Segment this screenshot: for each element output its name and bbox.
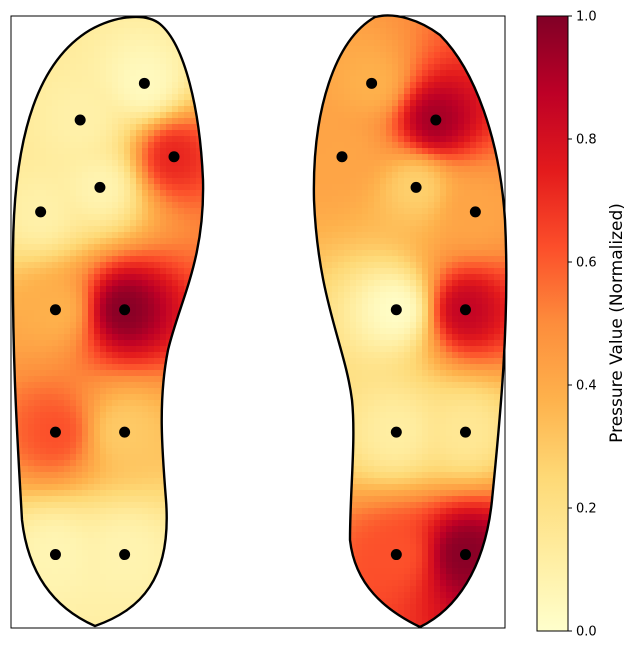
left-sensor-point-6 <box>49 304 61 316</box>
colorbar <box>536 15 569 632</box>
right-sensor-point-5 <box>469 206 481 218</box>
left-sensor-point-5 <box>35 206 47 218</box>
right-sensor-point-2 <box>430 114 442 126</box>
colorbar-tick-label: 1.0 <box>576 10 597 25</box>
right-foot-outline <box>312 14 508 629</box>
right-sensor-point-8 <box>390 426 402 438</box>
colorbar-tick-label: 0.8 <box>576 133 597 148</box>
left-sensor-point-3 <box>168 151 180 163</box>
colorbar-tick-label: 0.0 <box>576 625 597 640</box>
left-sensor-point-10 <box>49 549 61 561</box>
right-sensor-point-6 <box>390 304 402 316</box>
sensor-points <box>35 77 481 561</box>
left-sensor-point-11 <box>119 549 131 561</box>
colorbar-tick-label: 0.6 <box>576 256 597 271</box>
right-sensor-point-1 <box>366 77 378 89</box>
left-foot-outline <box>11 15 205 628</box>
right-sensor-point-3 <box>336 151 348 163</box>
colorbar-ticks: 0.0 0.2 0.4 0.6 0.8 1.0 <box>568 10 597 640</box>
right-sensor-point-4 <box>410 181 422 193</box>
right-sensor-point-9 <box>459 426 471 438</box>
left-sensor-point-9 <box>119 426 131 438</box>
left-sensor-point-2 <box>74 114 86 126</box>
left-sensor-point-7 <box>119 304 131 316</box>
colorbar-tick-label: 0.4 <box>576 379 597 394</box>
left-sensor-point-4 <box>94 181 106 193</box>
right-sensor-point-7 <box>459 304 471 316</box>
right-sensor-point-10 <box>390 549 402 561</box>
left-sensor-point-8 <box>49 426 61 438</box>
right-sensor-point-11 <box>459 549 471 561</box>
colorbar-label: Pressure Value (Normalized) <box>607 203 627 443</box>
colorbar-tick-label: 0.2 <box>576 502 597 517</box>
left-sensor-point-1 <box>138 77 150 89</box>
